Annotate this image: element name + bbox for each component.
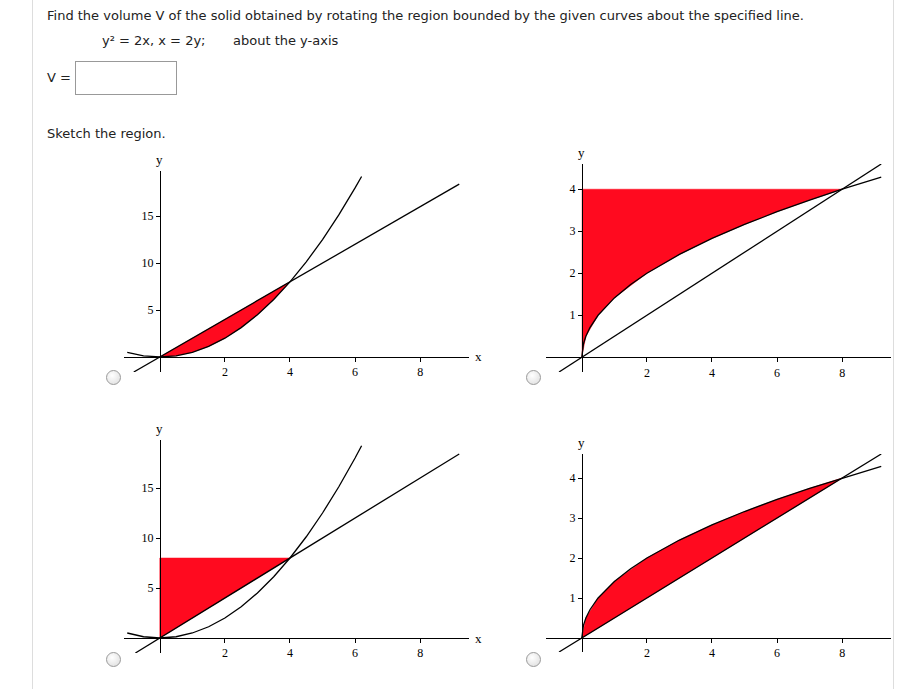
svg-text:10: 10 bbox=[141, 256, 153, 270]
svg-text:15: 15 bbox=[141, 481, 153, 495]
svg-text:2: 2 bbox=[644, 366, 650, 380]
svg-text:6: 6 bbox=[774, 646, 780, 660]
svg-text:8: 8 bbox=[417, 646, 423, 660]
svg-text:10: 10 bbox=[141, 531, 153, 545]
svg-text:15: 15 bbox=[141, 209, 153, 223]
svg-text:1: 1 bbox=[569, 308, 575, 322]
html-text:V =: V = bbox=[47, 70, 71, 85]
svg-text:8: 8 bbox=[839, 646, 845, 660]
svg-text:5: 5 bbox=[147, 303, 153, 317]
html-text:y² = 2x, x = 2y;: y² = 2x, x = 2y; bbox=[102, 33, 206, 48]
svg-text:y: y bbox=[156, 421, 163, 436]
svg-text:4: 4 bbox=[709, 646, 715, 660]
svg-text:3: 3 bbox=[569, 224, 575, 238]
svg-text:2: 2 bbox=[644, 646, 650, 660]
svg-text:x: x bbox=[475, 349, 482, 364]
svg-text:y: y bbox=[578, 435, 585, 450]
svg-text:8: 8 bbox=[417, 365, 423, 379]
html-text:about the y-axis: about the y-axis bbox=[233, 33, 339, 48]
svg-text:3: 3 bbox=[569, 511, 575, 525]
svg-text:y: y bbox=[578, 145, 585, 160]
svg-text:8: 8 bbox=[839, 366, 845, 380]
svg-text:5: 5 bbox=[147, 581, 153, 595]
svg-text:4: 4 bbox=[709, 366, 715, 380]
html-text:Sketch the region.: Sketch the region. bbox=[47, 126, 166, 141]
svg-text:x: x bbox=[475, 631, 482, 646]
svg-text:1: 1 bbox=[569, 591, 575, 605]
svg-text:6: 6 bbox=[352, 365, 358, 379]
svg-text:2: 2 bbox=[569, 551, 575, 565]
svg-text:6: 6 bbox=[352, 646, 358, 660]
svg-text:4: 4 bbox=[287, 646, 293, 660]
svg-text:y: y bbox=[156, 152, 163, 167]
svg-text:4: 4 bbox=[569, 182, 575, 196]
svg-text:2: 2 bbox=[222, 646, 228, 660]
svg-text:6: 6 bbox=[774, 366, 780, 380]
svg-text:2: 2 bbox=[569, 266, 575, 280]
svg-text:2: 2 bbox=[222, 365, 228, 379]
svg-text:4: 4 bbox=[569, 471, 575, 485]
svg-text:4: 4 bbox=[287, 365, 293, 379]
html-text:Find the volume V of the solid: Find the volume V of the solid obtained … bbox=[47, 8, 804, 23]
